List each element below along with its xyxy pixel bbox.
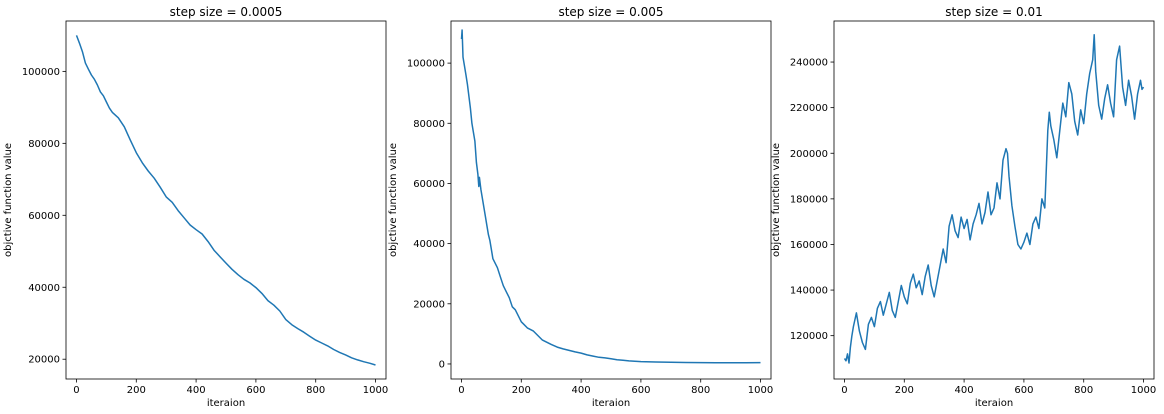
subplot-3-series-line — [843, 33, 1145, 364]
subplot-1-x-tick-label: 600 — [246, 385, 265, 396]
subplot-1-x-tick-label: 0 — [73, 385, 79, 396]
subplot-1-x-tick-label: 400 — [187, 385, 206, 396]
subplot-3-y-tick-label: 200000 — [790, 149, 828, 160]
subplot-2-x-tick-label: 0 — [458, 385, 464, 396]
subplot-2-x-tick-label: 800 — [691, 385, 710, 396]
subplot-3-y-tick-label: 220000 — [790, 103, 828, 114]
subplot-1-title: step size = 0.0005 — [170, 5, 283, 19]
subplot-3-y-tick-label: 160000 — [790, 240, 828, 251]
subplot-1-x-ticks: 0 200 400 600 800 1000 — [73, 379, 388, 396]
subplot-1-axes-frame — [65, 20, 387, 380]
subplot-1-x-tick-label: 200 — [127, 385, 146, 396]
subplot-2-x-tick-label: 400 — [572, 385, 591, 396]
subplot-3-y-axis-label: objctive function value — [771, 143, 782, 257]
subplot-3-y-tick-label: 180000 — [790, 194, 828, 205]
subplot-2-y-tick-label: 0 — [439, 359, 445, 370]
subplot-3-axes-frame — [833, 20, 1155, 380]
subplot-2-y-tick-label: 80000 — [413, 119, 445, 130]
subplot-2-y-tick-label: 20000 — [413, 299, 445, 310]
subplot-3-x-axis-label: iteraion — [975, 398, 1013, 409]
subplot-1-series-line — [75, 35, 376, 366]
subplot-3-y-ticks: 120000 140000 160000 180000 200000 220000 2400… — [790, 58, 834, 342]
subplot-1-y-tick-label: 40000 — [28, 283, 60, 294]
subplot-3: step size = 0.01 iteraion objctive funct… — [771, 5, 1156, 409]
subplot-1-x-tick-label: 800 — [306, 385, 325, 396]
subplot-2-y-tick-label: 40000 — [413, 239, 445, 250]
subplot-3-x-tick-label: 600 — [1014, 385, 1033, 396]
subplot-1-x-tick-label: 1000 — [363, 385, 388, 396]
subplot-2-title: step size = 0.005 — [558, 5, 663, 19]
subplot-2-x-tick-label: 200 — [512, 385, 531, 396]
subplot-2-y-tick-label: 60000 — [413, 179, 445, 190]
subplot-2-axes-frame — [450, 20, 772, 380]
subplot-3-x-tick-label: 1000 — [1131, 385, 1156, 396]
subplot-2-y-ticks: 0 20000 40000 60000 80000 100000 — [407, 59, 451, 370]
subplot-2-x-tick-label: 1000 — [748, 385, 773, 396]
subplot-1-y-tick-label: 20000 — [28, 355, 60, 366]
subplot-2-y-axis-label: objctive function value — [388, 143, 399, 257]
subplot-1-y-tick-label: 100000 — [22, 67, 60, 78]
subplot-3-x-tick-label: 0 — [841, 385, 847, 396]
subplot-2-series-line — [460, 29, 761, 364]
subplot-1-y-tick-label: 60000 — [28, 211, 60, 222]
subplot-3-x-ticks: 0 200 400 600 800 1000 — [841, 379, 1156, 396]
subplot-1-y-ticks: 20000 40000 60000 80000 100000 — [22, 67, 66, 366]
subplot-2-x-axis-label: iteraion — [592, 398, 630, 409]
subplot-1-y-tick-label: 80000 — [28, 139, 60, 150]
subplot-2-x-ticks: 0 200 400 600 800 1000 — [458, 379, 773, 396]
subplot-3-y-tick-label: 120000 — [790, 331, 828, 342]
subplot-1: step size = 0.0005 iteraion objctive fun… — [3, 5, 388, 409]
subplot-1-x-axis-label: iteraion — [207, 398, 245, 409]
subplot-3-y-tick-label: 240000 — [790, 58, 828, 69]
subplot-3-x-tick-label: 400 — [955, 385, 974, 396]
subplot-2-x-tick-label: 600 — [631, 385, 650, 396]
subplot-3-title: step size = 0.01 — [945, 5, 1042, 19]
subplot-2-y-tick-label: 100000 — [407, 59, 445, 70]
subplot-3-x-tick-label: 200 — [895, 385, 914, 396]
subplot-3-x-tick-label: 800 — [1074, 385, 1093, 396]
subplot-3-y-tick-label: 140000 — [790, 286, 828, 297]
subplot-2: step size = 0.005 iteraion objctive func… — [388, 5, 773, 409]
subplot-1-y-axis-label: objctive function value — [3, 143, 14, 257]
